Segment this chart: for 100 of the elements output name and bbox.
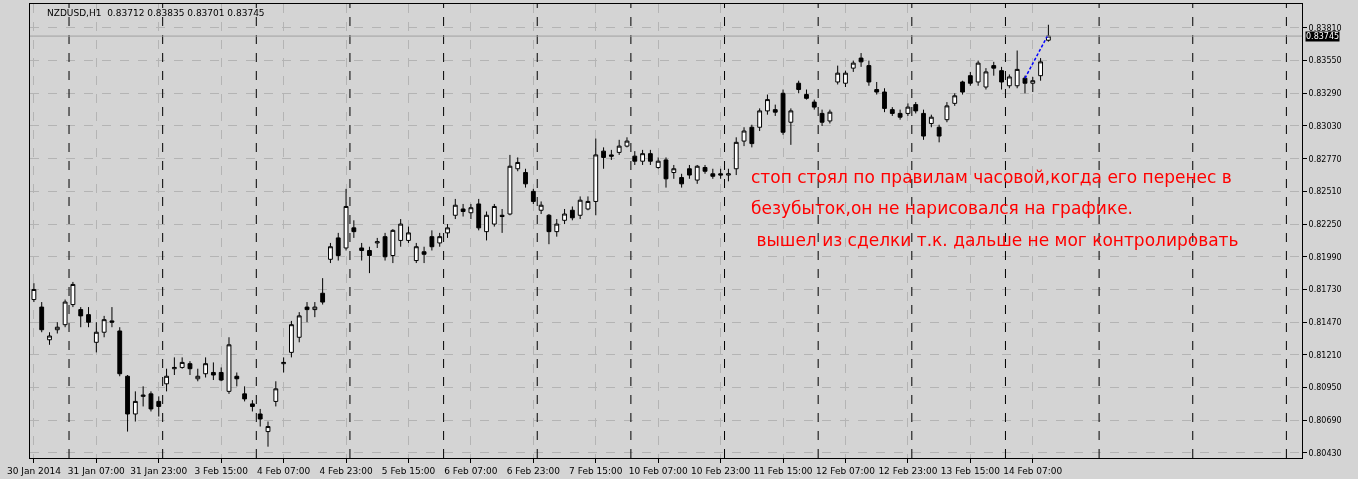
candlestick bbox=[733, 136, 739, 176]
y-tick-label: 0.80430 bbox=[1308, 448, 1342, 458]
x-tick-label: 6 Feb 07:00 bbox=[444, 465, 498, 476]
candlestick bbox=[788, 107, 794, 146]
candlestick bbox=[944, 101, 950, 123]
candlestick bbox=[796, 80, 802, 94]
candlestick bbox=[328, 242, 333, 264]
candlestick bbox=[476, 198, 482, 231]
x-tick-label: 12 Feb 23:00 bbox=[878, 465, 938, 476]
candlestick bbox=[367, 246, 372, 274]
candlestick bbox=[187, 360, 193, 376]
candlestick bbox=[1030, 76, 1036, 93]
candlestick bbox=[86, 306, 91, 328]
x-tick-label: 4 Feb 07:00 bbox=[256, 465, 311, 476]
candlestick bbox=[1014, 50, 1020, 89]
candlestick bbox=[117, 326, 123, 377]
candlestick bbox=[320, 277, 326, 306]
y-tick-label: 0.82770 bbox=[1308, 154, 1342, 164]
candlestick bbox=[109, 306, 115, 328]
candlestick bbox=[491, 203, 497, 228]
candlestick bbox=[827, 109, 833, 124]
candlestick bbox=[296, 311, 302, 343]
candlestick bbox=[413, 242, 419, 264]
candlestick bbox=[663, 156, 669, 189]
x-tick-label: 12 Feb 07:00 bbox=[815, 465, 876, 476]
y-tick-label: 0.81210 bbox=[1308, 350, 1342, 360]
candlestick bbox=[726, 168, 731, 182]
candlestick bbox=[171, 356, 177, 376]
candlestick bbox=[210, 361, 216, 381]
candlestick bbox=[335, 232, 341, 262]
candlestick bbox=[640, 149, 645, 166]
ref-line-label: 0.83745 bbox=[1306, 32, 1340, 41]
x-tick-label: 13 Feb 15:00 bbox=[940, 465, 1001, 476]
candlestick bbox=[983, 67, 989, 91]
candlestick bbox=[523, 168, 528, 189]
annotation: вышел из сделки т.к. дальше не мог контролировать bbox=[751, 230, 1239, 250]
candlestick bbox=[601, 146, 606, 170]
x-tick-label: 31 Jan 23:00 bbox=[130, 465, 188, 476]
x-tick-label: 4 Feb 23:00 bbox=[319, 465, 373, 476]
x-tick-label: 7 Feb 15:00 bbox=[569, 465, 623, 476]
candlestick bbox=[647, 149, 653, 166]
y-tick-label: 0.83030 bbox=[1308, 121, 1342, 131]
x-tick-label: 3 Feb 15:00 bbox=[194, 465, 249, 476]
y-tick-label: 0.80690 bbox=[1308, 416, 1342, 426]
candlestick bbox=[679, 173, 685, 189]
candlestick bbox=[273, 380, 279, 407]
candlestick bbox=[101, 315, 107, 338]
x-tick-label: 11 Feb 15:00 bbox=[753, 465, 813, 476]
candlestick bbox=[866, 60, 872, 87]
candlestick bbox=[765, 94, 770, 116]
candlestick bbox=[780, 89, 786, 136]
candlestick bbox=[460, 203, 466, 218]
candlestick bbox=[967, 71, 973, 87]
candlestick bbox=[226, 336, 232, 395]
candlestick bbox=[406, 226, 411, 244]
text: NZDUSD,H1 0.83712 0.83835 0.83701 0.83745 bbox=[47, 8, 265, 18]
candlestick bbox=[179, 356, 185, 370]
candlestick bbox=[882, 87, 887, 113]
x-tick-label: 5 Feb 15:00 bbox=[381, 465, 436, 476]
candlestick bbox=[421, 246, 427, 264]
candlestick bbox=[39, 301, 45, 333]
candlestick bbox=[694, 164, 700, 185]
candlestick bbox=[374, 237, 380, 249]
candlestick bbox=[132, 390, 138, 423]
candlestick bbox=[897, 109, 903, 121]
candlestick bbox=[960, 80, 965, 96]
y-tick-label: 0.81990 bbox=[1308, 252, 1342, 262]
candlestick bbox=[125, 374, 130, 433]
x-tick-label: 10 Feb 07:00 bbox=[628, 465, 688, 476]
candlestick bbox=[289, 320, 294, 358]
candlestick bbox=[54, 321, 60, 334]
candlestick bbox=[554, 218, 560, 238]
candlestick bbox=[218, 366, 224, 382]
candlestick bbox=[452, 198, 458, 220]
annotation: безубыток,он не нарисовался на графике. bbox=[751, 198, 1134, 218]
candlestick bbox=[874, 81, 880, 96]
candlestick bbox=[242, 385, 248, 402]
x-tick-label: 30 Jan 2014 bbox=[6, 465, 62, 476]
candlestick bbox=[1022, 75, 1028, 94]
candlestick bbox=[741, 126, 747, 147]
candlestick bbox=[577, 195, 583, 220]
candlestick bbox=[687, 164, 692, 180]
candlestick bbox=[718, 168, 724, 180]
candlestick bbox=[312, 301, 318, 318]
candlestick bbox=[78, 306, 84, 328]
y-tick-label: 0.82510 bbox=[1308, 187, 1342, 197]
candlestick bbox=[835, 65, 841, 85]
y-tick-label: 0.81730 bbox=[1308, 285, 1342, 295]
candlestick bbox=[359, 242, 365, 262]
candlestick bbox=[850, 60, 856, 73]
candlestick bbox=[671, 164, 677, 180]
candlestick bbox=[1038, 57, 1043, 82]
candlestick bbox=[203, 356, 208, 379]
y-tick-label: 0.83550 bbox=[1308, 56, 1342, 66]
candlestick bbox=[593, 138, 599, 216]
candlestick bbox=[265, 421, 271, 448]
candlestick bbox=[991, 61, 997, 77]
candlestick bbox=[304, 301, 310, 323]
candlestick bbox=[507, 154, 513, 216]
candlestick bbox=[702, 164, 708, 175]
